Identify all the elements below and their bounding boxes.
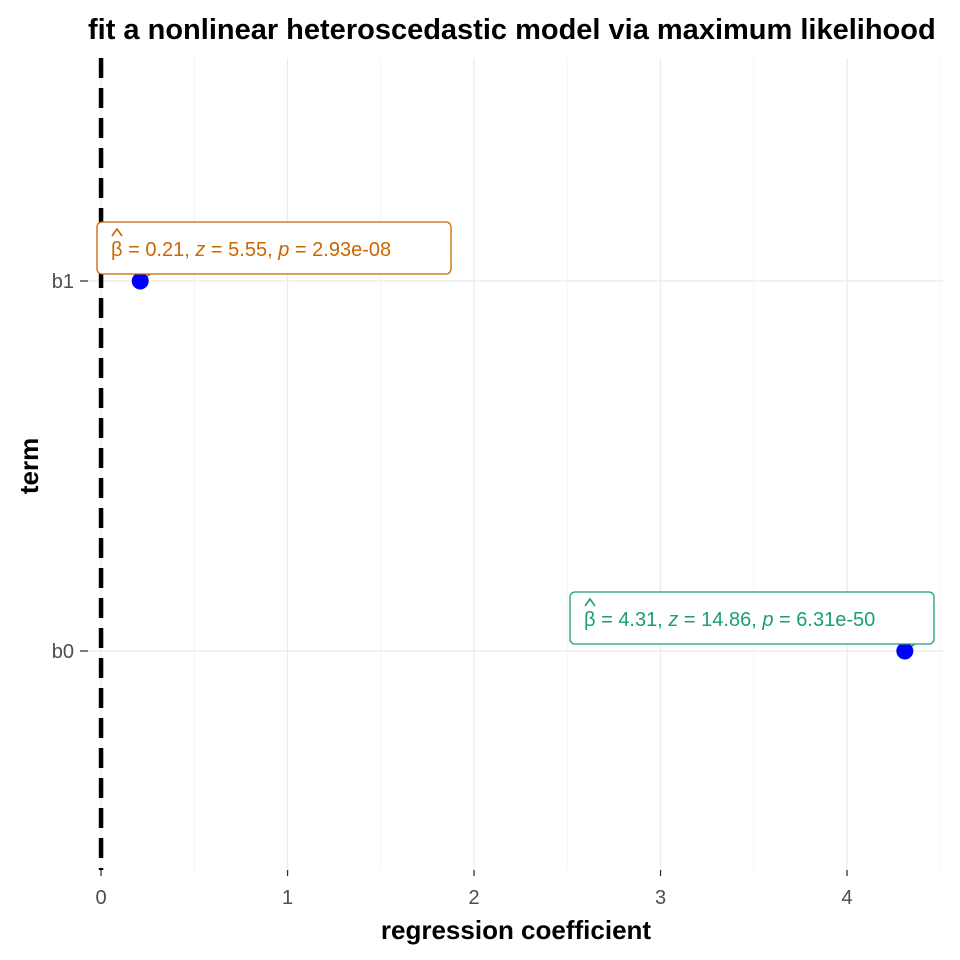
beta-hat-icon xyxy=(584,597,596,607)
x-tick-label: 3 xyxy=(655,887,666,909)
label-box xyxy=(569,591,935,645)
x-axis: 0 1 2 3 4 xyxy=(95,870,853,909)
label-box xyxy=(96,221,452,275)
label-b0: β = 4.31, z = 14.86, p = 6.31e-50 xyxy=(569,591,935,645)
y-tick-label: b0 xyxy=(52,641,74,663)
p-value: 2.93e-08 xyxy=(312,239,391,261)
annotations: β = 0.21, z = 5.55, p = 2.93e-08 β = 4.31… xyxy=(96,221,935,645)
estimate-value: 4.31 xyxy=(618,609,657,631)
y-axis: b0 b1 xyxy=(52,271,88,663)
grid xyxy=(88,58,944,870)
label-text: β = 0.21, z = 5.55, p = 2.93e-08 xyxy=(111,239,391,261)
estimate-value: 0.21 xyxy=(145,239,184,261)
p-value: 6.31e-50 xyxy=(796,609,875,631)
y-tick-label: b1 xyxy=(52,271,74,293)
x-tick-label: 0 xyxy=(95,887,106,909)
beta-symbol: β xyxy=(111,239,123,261)
y-axis-title: term xyxy=(14,438,44,494)
z-value: 14.86 xyxy=(701,609,751,631)
data-point-b0 xyxy=(896,642,914,660)
z-value: 5.55 xyxy=(228,239,267,261)
beta-symbol: β xyxy=(584,609,596,631)
points xyxy=(131,272,914,660)
x-axis-title: regression coefficient xyxy=(381,915,652,945)
label-b1: β = 0.21, z = 5.55, p = 2.93e-08 xyxy=(96,221,452,275)
label-text: β = 4.31, z = 14.86, p = 6.31e-50 xyxy=(584,609,875,631)
data-point-b1 xyxy=(131,272,149,290)
chart-title: fit a nonlinear heteroscedastic model vi… xyxy=(88,14,936,46)
x-tick-label: 2 xyxy=(468,887,479,909)
x-tick-label: 1 xyxy=(282,887,293,909)
x-tick-label: 4 xyxy=(841,887,852,909)
beta-hat-icon xyxy=(111,227,123,237)
